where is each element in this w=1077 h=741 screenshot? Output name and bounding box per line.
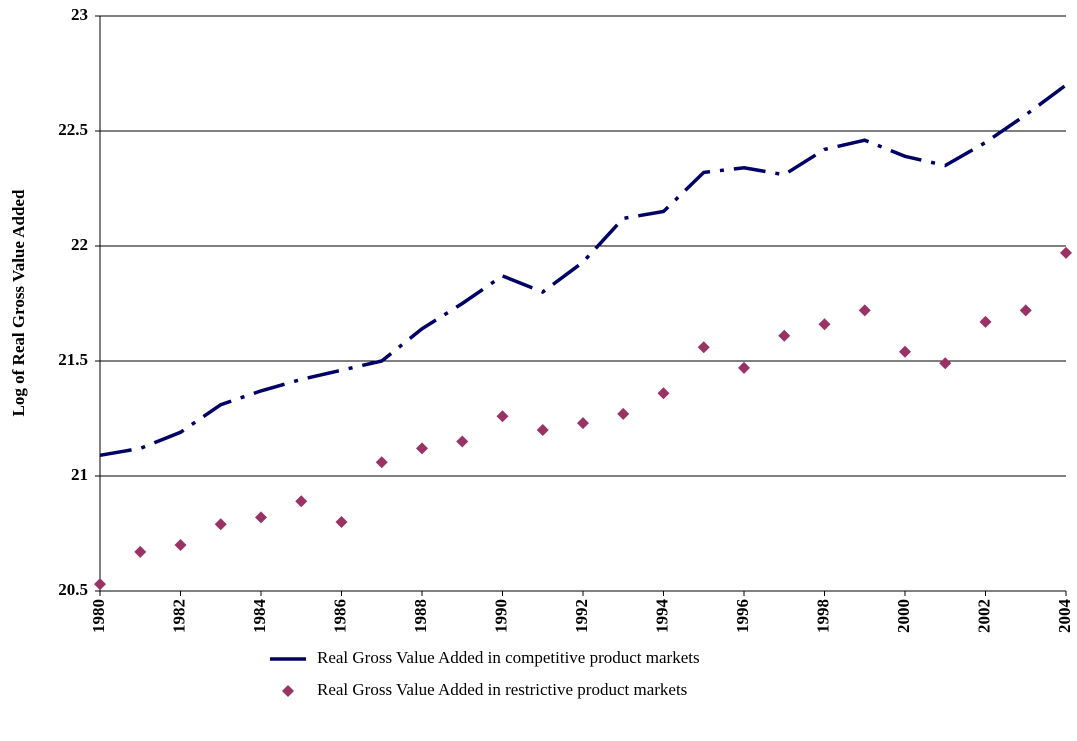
x-tick-label: 1988 xyxy=(411,599,430,633)
legend-label: Real Gross Value Added in competitive pr… xyxy=(317,648,700,667)
data-point xyxy=(1019,304,1032,317)
data-point xyxy=(939,357,952,370)
x-tick-label: 1990 xyxy=(491,599,510,633)
x-tick-label: 1996 xyxy=(733,599,752,633)
data-point xyxy=(979,315,992,328)
x-tick-label: 2002 xyxy=(974,599,993,633)
data-point xyxy=(255,511,267,524)
legend-label: Real Gross Value Added in restrictive pr… xyxy=(317,680,687,699)
data-point xyxy=(214,518,227,531)
data-point xyxy=(858,304,871,317)
x-tick-label: 2004 xyxy=(1055,599,1074,634)
y-tick-label: 22.5 xyxy=(58,120,88,139)
y-axis-label: Log of Real Gross Value Added xyxy=(9,189,28,416)
x-tick-label: 1998 xyxy=(813,599,832,633)
data-point xyxy=(496,410,509,423)
x-tick-label: 1984 xyxy=(250,599,269,634)
data-point xyxy=(456,435,469,448)
data-point xyxy=(778,329,791,342)
y-tick-label: 21.5 xyxy=(58,350,88,369)
data-point xyxy=(375,456,388,469)
data-point xyxy=(738,361,750,374)
data-point xyxy=(577,417,589,430)
x-tick-label: 1982 xyxy=(169,599,188,633)
data-point xyxy=(697,341,710,354)
data-point xyxy=(174,539,187,551)
y-tick-label: 22 xyxy=(71,235,88,254)
y-tick-label: 21 xyxy=(71,465,88,484)
y-tick-label: 20.5 xyxy=(58,580,88,599)
data-point xyxy=(899,345,911,358)
data-point xyxy=(818,318,831,331)
y-tick-label: 23 xyxy=(71,5,88,24)
data-point xyxy=(657,387,670,400)
x-tick-label: 1992 xyxy=(572,599,591,633)
data-point xyxy=(94,578,106,591)
data-point xyxy=(134,545,147,558)
data-point xyxy=(335,516,348,528)
x-tick-label: 1980 xyxy=(89,599,108,633)
data-point xyxy=(617,407,630,420)
legend-swatch xyxy=(282,685,294,697)
data-point xyxy=(536,424,549,436)
data-point xyxy=(1060,246,1072,259)
data-point xyxy=(295,495,308,508)
x-tick-label: 1994 xyxy=(652,599,671,634)
x-tick-label: 1986 xyxy=(330,599,349,633)
x-tick-label: 2000 xyxy=(894,599,913,633)
data-point xyxy=(416,442,428,455)
series-line xyxy=(99,83,1068,458)
